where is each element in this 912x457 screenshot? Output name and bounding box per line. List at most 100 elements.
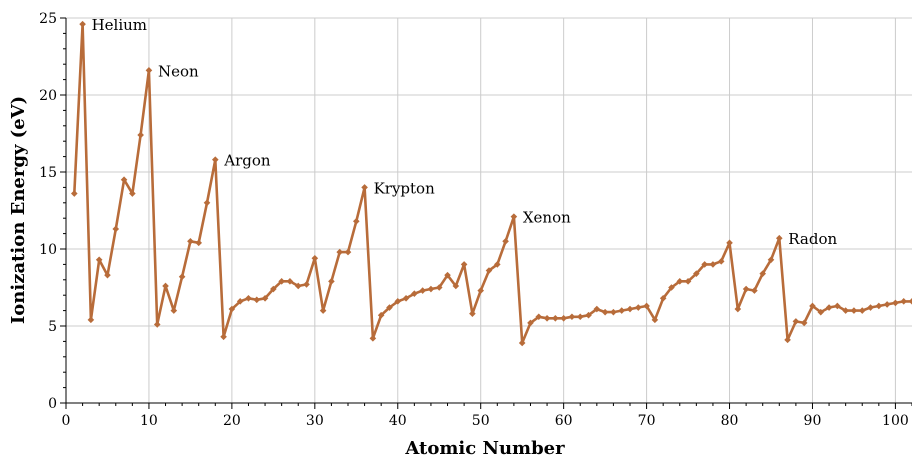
data-point: [411, 290, 418, 297]
data-point: [319, 307, 327, 314]
data-point: [651, 316, 659, 324]
data-point: [568, 313, 576, 321]
x-tick-label: 50: [472, 413, 490, 429]
data-point: [751, 287, 758, 294]
data-point: [377, 311, 385, 319]
annotation-label: Argon: [223, 152, 271, 170]
annotation-label: Radon: [788, 230, 837, 248]
x-tick-label: 70: [638, 413, 656, 429]
data-point: [419, 287, 426, 294]
data-point: [693, 270, 700, 277]
data-point: [842, 307, 849, 314]
data-point: [236, 298, 244, 305]
data-point: [286, 278, 294, 285]
data-point: [527, 319, 534, 327]
data-point: [510, 213, 518, 220]
data-point: [361, 184, 368, 191]
data-point: [726, 239, 733, 247]
grid-lines: [66, 17, 912, 403]
data-point: [87, 316, 95, 324]
x-tick-label: 20: [223, 413, 241, 429]
series-group: [70, 20, 912, 347]
annotation-label: Helium: [92, 16, 147, 34]
data-point: [253, 296, 261, 304]
data-point: [129, 190, 136, 197]
data-point: [742, 285, 750, 293]
data-point: [875, 302, 883, 310]
axes: [65, 18, 912, 404]
x-tick-label: 40: [389, 413, 407, 429]
data-point: [294, 282, 302, 290]
data-point: [800, 319, 808, 327]
data-point: [311, 254, 319, 262]
data-point: [187, 238, 194, 245]
data-point: [883, 301, 891, 308]
y-tick-label: 0: [48, 396, 57, 412]
x-axis-title: Atomic Number: [404, 438, 565, 457]
x-tick-label: 10: [140, 413, 158, 429]
data-point: [709, 261, 717, 268]
data-point: [734, 305, 742, 313]
y-tick-label: 10: [39, 242, 57, 258]
data-point: [137, 131, 144, 139]
data-point: [601, 308, 609, 316]
data-point: [775, 234, 783, 242]
tick-labels: 0 10 20 30 40 50 60 70 80 90 100 0 5 10 15 20 25: [39, 11, 909, 429]
data-point: [850, 307, 858, 314]
annotation-label: Xenon: [523, 209, 571, 227]
data-point: [228, 305, 236, 313]
annotation-label: Neon: [158, 62, 199, 80]
data-point: [278, 278, 285, 285]
data-point: [717, 258, 725, 265]
data-point: [792, 318, 800, 325]
data-point: [900, 298, 908, 305]
data-point: [261, 294, 269, 302]
data-point: [178, 273, 186, 281]
data-point: [493, 261, 501, 268]
data-point: [759, 270, 767, 277]
data-point: [892, 299, 899, 307]
data-point: [460, 261, 468, 268]
y-tick-label: 15: [39, 165, 57, 181]
data-point: [211, 156, 219, 163]
data-point: [112, 225, 120, 233]
data-point: [834, 302, 841, 310]
data-point: [270, 285, 277, 293]
data-point: [195, 239, 203, 247]
data-point: [369, 335, 377, 342]
x-tick-label: 80: [721, 413, 739, 429]
data-point: [469, 310, 476, 317]
data-point: [394, 298, 402, 305]
data-point: [162, 282, 169, 290]
x-tick-label: 30: [306, 413, 324, 429]
data-point: [668, 284, 675, 291]
data-point: [502, 238, 509, 245]
y-tick-label: 5: [48, 319, 57, 335]
data-point: [908, 298, 912, 305]
data-point: [70, 190, 78, 197]
data-point: [485, 267, 493, 274]
data-point: [402, 294, 410, 302]
data-point: [618, 307, 626, 314]
data-point: [643, 302, 650, 310]
data-point: [427, 285, 435, 293]
data-point: [825, 304, 833, 311]
x-tick-label: 100: [882, 413, 909, 429]
data-point: [452, 282, 460, 290]
data-point: [659, 294, 667, 302]
data-point: [784, 336, 791, 344]
data-point: [543, 315, 551, 322]
data-point: [701, 261, 708, 268]
data-point: [336, 248, 344, 256]
annotation-label: Krypton: [374, 179, 436, 197]
data-point: [610, 308, 617, 316]
data-point: [220, 333, 227, 341]
data-point: [120, 176, 128, 183]
data-point: [634, 304, 642, 311]
data-point: [817, 308, 825, 316]
x-tick-label: 0: [62, 413, 71, 429]
data-point: [352, 217, 360, 225]
data-point: [444, 271, 451, 279]
y-axis-title: Ionization Energy (eV): [8, 96, 29, 324]
